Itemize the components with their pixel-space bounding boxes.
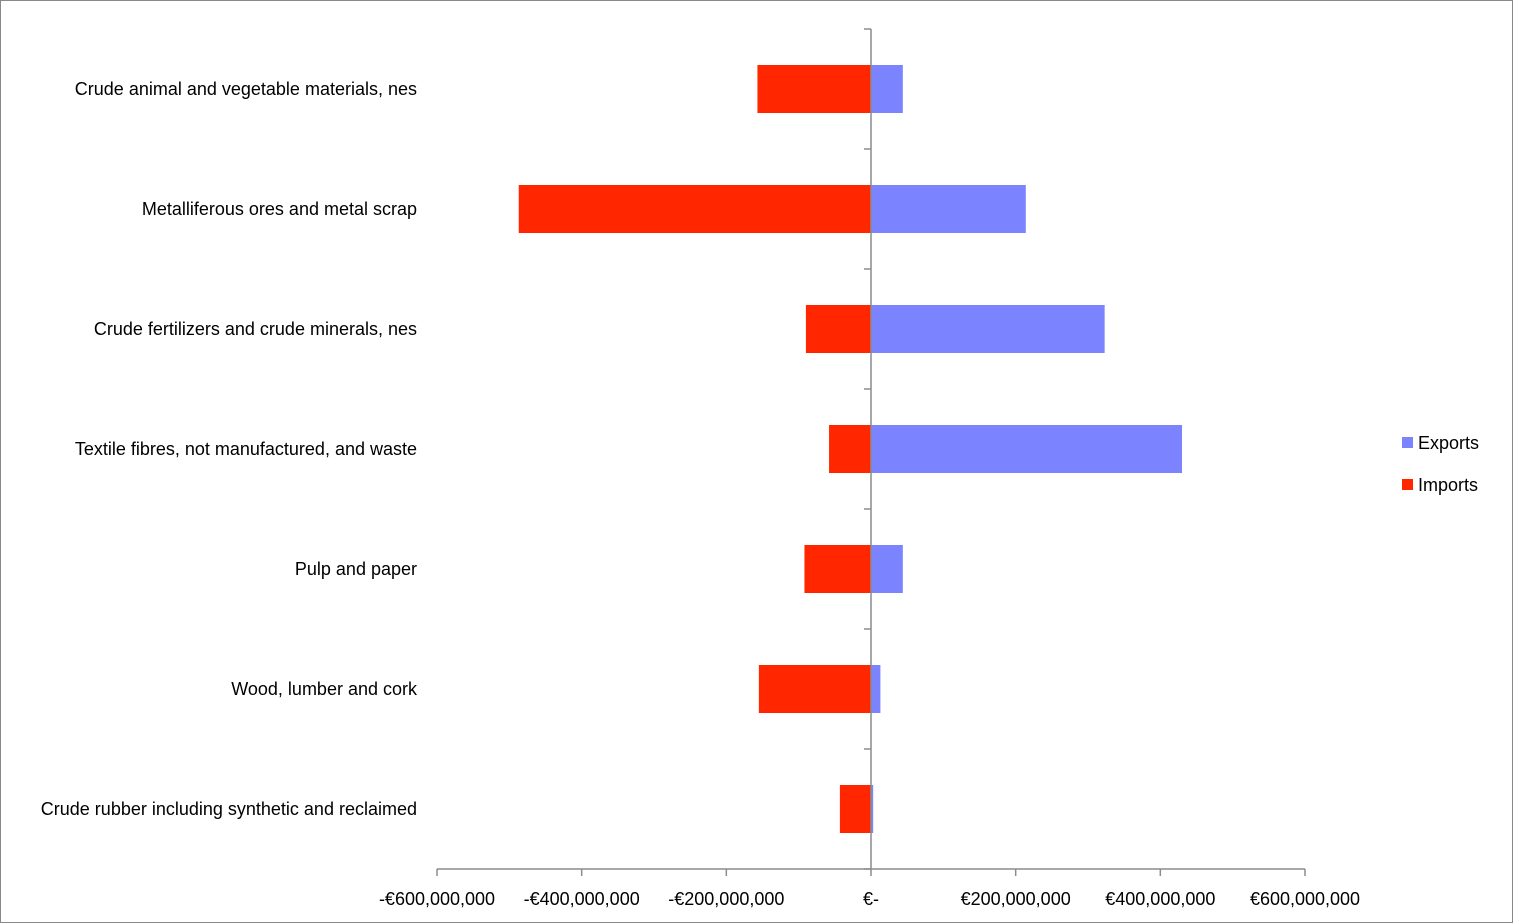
- bar-exports-2: [871, 185, 1026, 233]
- bar-imports-7: [839, 785, 871, 833]
- legend-label-imports: Imports: [1418, 475, 1478, 495]
- x-tick-label: €-: [863, 889, 879, 909]
- x-tick-label: €400,000,000: [1105, 889, 1215, 909]
- bars-layer: [518, 65, 1183, 833]
- bar-imports-6: [758, 665, 871, 713]
- bar-exports-6: [871, 665, 881, 713]
- axes-layer: [436, 28, 1306, 876]
- category-label: Pulp and paper: [295, 559, 417, 579]
- bar-exports-7: [871, 785, 874, 833]
- bar-imports-2: [518, 185, 871, 233]
- x-tick-label: -€400,000,000: [524, 889, 640, 909]
- bar-exports-1: [871, 65, 903, 113]
- legend: Exports Imports: [1402, 433, 1479, 495]
- category-label: Crude fertilizers and crude minerals, ne…: [94, 319, 417, 339]
- bar-imports-3: [805, 305, 871, 353]
- bar-exports-4: [871, 425, 1183, 473]
- category-label: Crude rubber including synthetic and rec…: [41, 799, 417, 819]
- x-tick-label: -€200,000,000: [668, 889, 784, 909]
- legend-label-exports: Exports: [1418, 433, 1479, 453]
- category-label: Crude animal and vegetable materials, ne…: [75, 79, 417, 99]
- category-label: Wood, lumber and cork: [231, 679, 418, 699]
- category-label: Metalliferous ores and metal scrap: [142, 199, 417, 219]
- bar-exports-3: [871, 305, 1105, 353]
- bar-imports-4: [829, 425, 871, 473]
- category-label: Textile fibres, not manufactured, and wa…: [75, 439, 417, 459]
- x-tick-label: -€600,000,000: [379, 889, 495, 909]
- x-tick-label: €600,000,000: [1250, 889, 1360, 909]
- bar-exports-5: [871, 545, 903, 593]
- legend-swatch-imports: [1402, 479, 1413, 490]
- x-tick-label: €200,000,000: [961, 889, 1071, 909]
- category-labels: Crude animal and vegetable materials, ne…: [41, 79, 418, 819]
- bar-imports-1: [757, 65, 871, 113]
- bar-imports-5: [804, 545, 871, 593]
- x-tick-labels: -€600,000,000 -€400,000,000 -€200,000,000 €…: [379, 889, 1360, 909]
- legend-swatch-exports: [1402, 437, 1413, 448]
